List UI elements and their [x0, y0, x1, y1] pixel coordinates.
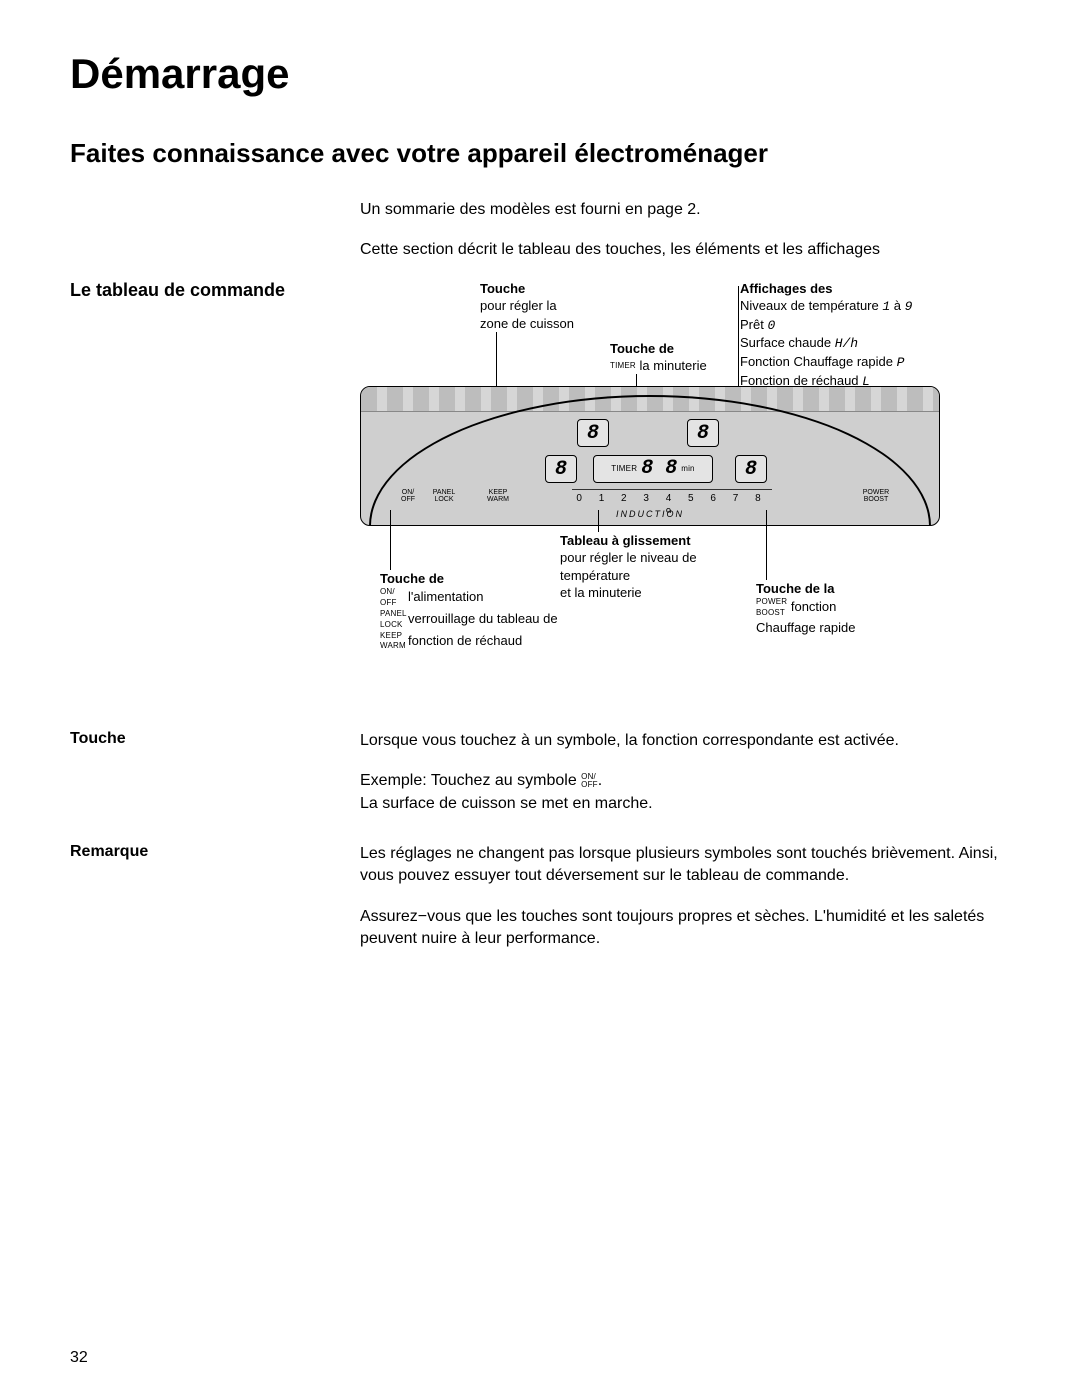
panel-frame: 8 8 8 8 TIMER 8 8 min 0 1 2 3 4 5 6 7 8 …	[360, 386, 940, 526]
page-title: Démarrage	[70, 50, 1010, 98]
control-panel-label: Le tableau de commande	[70, 280, 360, 301]
touche-text-1: Lorsque vous touchez à un symbole, la fo…	[360, 730, 1010, 752]
callout-power-boost: Touche de la POWER BOOST fonction Chauff…	[756, 580, 926, 637]
timer-display: TIMER 8 8 min	[593, 455, 713, 483]
page-number: 32	[70, 1349, 88, 1367]
control-panel-diagram: Touche pour régler la zone de cuisson To…	[360, 280, 940, 680]
callout-zone-touch: Touche pour régler la zone de cuisson	[480, 280, 574, 333]
display-zone-2: 8	[687, 419, 719, 447]
label-remarque: Remarque	[70, 843, 360, 861]
panel-lock-icon: PANEL LOCK	[429, 489, 459, 504]
remarque-text-2: Assurez−vous que les touches sont toujou…	[360, 906, 1010, 951]
callout-touch-de: Touche de ON/ OFFl'alimentation PANEL LO…	[380, 570, 600, 652]
display-zone-3: 8	[545, 455, 577, 483]
section-title: Faites connaissance avec votre appareil …	[70, 138, 1010, 169]
power-boost-icon: POWER BOOST	[859, 489, 893, 504]
intro-line-2: Cette section décrit le tableau des touc…	[360, 239, 1010, 261]
slider-scale: 0 1 2 3 4 5 6 7 8 9	[572, 489, 772, 505]
page: Démarrage Faites connaissance avec votre…	[0, 0, 1080, 999]
callout-displays: Affichages des Niveaux de température 1 …	[740, 280, 940, 390]
display-zone-1: 8	[577, 419, 609, 447]
induction-label: INDUCTION	[361, 508, 939, 521]
keep-warm-icon: KEEP WARM	[483, 489, 513, 504]
display-zone-4: 8	[735, 455, 767, 483]
label-touche: Touche	[70, 730, 360, 748]
callout-timer-touch: Touche de TIMER la minuterie	[610, 340, 707, 375]
intro-line-1: Un sommarie des modèles est fourni en pa…	[360, 199, 1010, 221]
onoff-icon: ON/ OFF	[395, 489, 421, 504]
remarque-text-1: Les réglages ne changent pas lorsque plu…	[360, 843, 1010, 888]
touche-text-2: Exemple: Touchez au symbole ON/ OFF. La …	[360, 770, 1010, 815]
